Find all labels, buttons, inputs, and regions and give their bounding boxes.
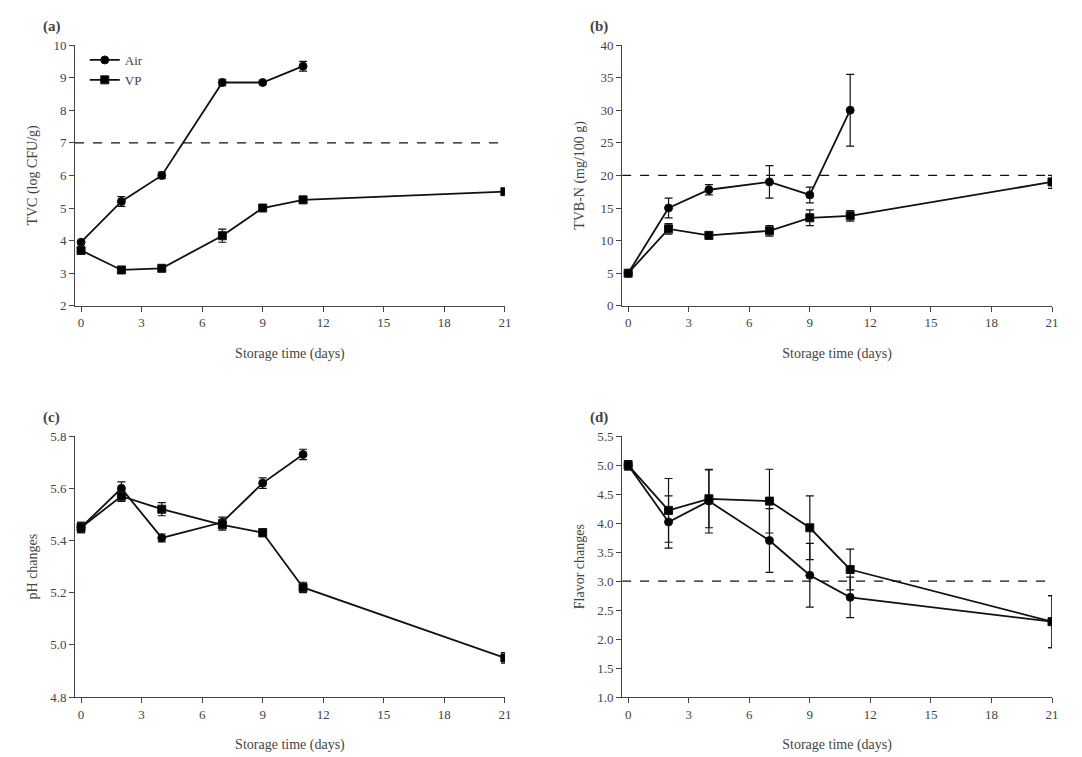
svg-text:21: 21 — [498, 707, 511, 722]
svg-text:2: 2 — [60, 298, 67, 313]
svg-text:(b): (b) — [590, 18, 608, 35]
svg-text:21: 21 — [1046, 707, 1059, 722]
svg-text:TVB-N (mg/100 g): TVB-N (mg/100 g) — [572, 121, 588, 230]
svg-text:3: 3 — [60, 266, 67, 281]
svg-text:3: 3 — [685, 707, 692, 722]
svg-text:9: 9 — [259, 315, 266, 330]
svg-text:0: 0 — [607, 298, 614, 313]
svg-text:18: 18 — [438, 315, 451, 330]
svg-text:Air: Air — [125, 53, 143, 68]
svg-text:0: 0 — [625, 315, 632, 330]
svg-text:(d): (d) — [590, 409, 608, 426]
svg-text:2.5: 2.5 — [597, 603, 613, 618]
svg-text:5: 5 — [607, 266, 614, 281]
svg-text:6: 6 — [746, 315, 753, 330]
svg-text:30: 30 — [601, 103, 614, 118]
svg-text:21: 21 — [498, 315, 511, 330]
svg-text:9: 9 — [60, 70, 67, 85]
svg-text:15: 15 — [377, 315, 390, 330]
svg-text:(a): (a) — [43, 18, 61, 35]
svg-text:15: 15 — [924, 707, 937, 722]
svg-text:12: 12 — [864, 315, 877, 330]
svg-text:18: 18 — [438, 707, 451, 722]
svg-text:18: 18 — [985, 315, 998, 330]
svg-text:6: 6 — [199, 707, 206, 722]
svg-text:6: 6 — [746, 707, 753, 722]
svg-text:1.5: 1.5 — [597, 661, 613, 676]
svg-text:5.0: 5.0 — [50, 637, 66, 652]
svg-text:3: 3 — [138, 315, 145, 330]
svg-text:15: 15 — [377, 707, 390, 722]
svg-text:18: 18 — [985, 707, 998, 722]
svg-text:2.0: 2.0 — [597, 632, 613, 647]
svg-text:8: 8 — [60, 103, 67, 118]
svg-text:1.0: 1.0 — [597, 690, 613, 705]
svg-text:5.8: 5.8 — [50, 429, 66, 444]
svg-text:5.5: 5.5 — [597, 429, 613, 444]
svg-text:Flavor changes: Flavor changes — [572, 524, 587, 609]
svg-text:9: 9 — [259, 707, 266, 722]
svg-text:12: 12 — [317, 707, 330, 722]
svg-text:Storage time (days): Storage time (days) — [235, 346, 345, 362]
svg-text:Storage time (days): Storage time (days) — [235, 737, 345, 753]
svg-text:9: 9 — [807, 315, 814, 330]
svg-text:Storage time (days): Storage time (days) — [782, 346, 892, 362]
svg-text:3: 3 — [685, 315, 692, 330]
svg-text:pH changes: pH changes — [25, 534, 40, 600]
svg-text:0: 0 — [625, 707, 632, 722]
svg-text:3.0: 3.0 — [597, 574, 613, 589]
svg-text:4.5: 4.5 — [597, 487, 613, 502]
svg-text:3.5: 3.5 — [597, 545, 613, 560]
svg-text:Storage time (days): Storage time (days) — [782, 737, 892, 753]
svg-text:4: 4 — [60, 233, 67, 248]
svg-text:5.6: 5.6 — [50, 481, 67, 496]
svg-text:12: 12 — [864, 707, 877, 722]
svg-text:4.0: 4.0 — [597, 516, 613, 531]
svg-text:6: 6 — [199, 315, 206, 330]
svg-text:9: 9 — [807, 707, 814, 722]
svg-text:3: 3 — [138, 707, 145, 722]
svg-text:5: 5 — [60, 201, 67, 216]
svg-text:25: 25 — [601, 135, 614, 150]
svg-text:5.4: 5.4 — [50, 533, 67, 548]
svg-text:20: 20 — [601, 168, 614, 183]
svg-text:21: 21 — [1046, 315, 1059, 330]
svg-text:12: 12 — [317, 315, 330, 330]
svg-text:10: 10 — [53, 38, 66, 53]
svg-text:TVC (log CFU/g): TVC (log CFU/g) — [25, 125, 41, 226]
svg-text:5.0: 5.0 — [597, 458, 613, 473]
svg-text:(c): (c) — [43, 409, 60, 426]
svg-text:15: 15 — [924, 315, 937, 330]
svg-text:10: 10 — [601, 233, 614, 248]
svg-text:0: 0 — [78, 315, 85, 330]
svg-text:6: 6 — [60, 168, 67, 183]
svg-text:4.8: 4.8 — [50, 690, 66, 705]
svg-text:VP: VP — [125, 73, 142, 88]
svg-text:5.2: 5.2 — [50, 585, 66, 600]
svg-text:40: 40 — [601, 38, 614, 53]
svg-text:15: 15 — [601, 201, 614, 216]
svg-text:0: 0 — [78, 707, 85, 722]
svg-text:35: 35 — [601, 70, 614, 85]
svg-text:7: 7 — [60, 135, 67, 150]
